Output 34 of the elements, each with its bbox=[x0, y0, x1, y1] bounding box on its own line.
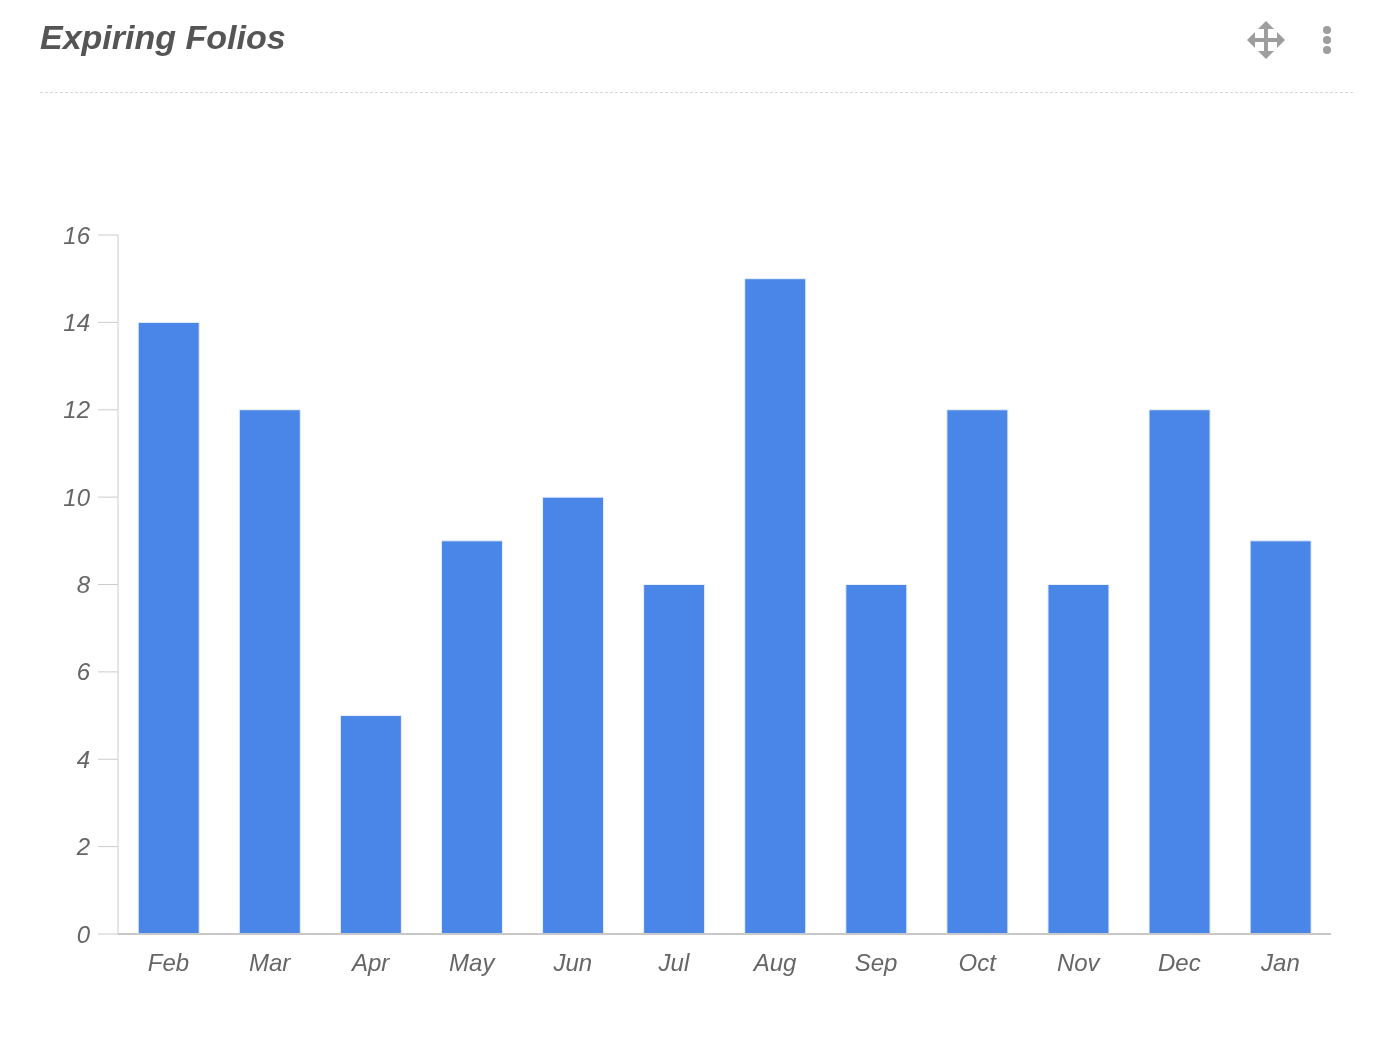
x-tick-label: Nov bbox=[1056, 949, 1102, 977]
x-tick-label: Jul bbox=[657, 949, 690, 977]
y-tick-label: 16 bbox=[63, 221, 91, 249]
bar bbox=[1148, 409, 1211, 934]
y-tick-label: 6 bbox=[76, 658, 91, 686]
chart-title: Expiring Folios bbox=[40, 18, 286, 57]
x-tick-label: Oct bbox=[958, 949, 998, 977]
bar bbox=[440, 540, 503, 934]
bar bbox=[643, 584, 706, 934]
bar bbox=[238, 409, 301, 934]
bar bbox=[744, 278, 807, 934]
y-tick-label: 2 bbox=[75, 833, 90, 861]
x-tick-label: Jun bbox=[552, 949, 593, 977]
x-tick-label: Dec bbox=[1158, 949, 1201, 977]
y-tick-label: 10 bbox=[63, 483, 91, 511]
y-tick-label: 8 bbox=[76, 571, 91, 599]
x-tick-label: Mar bbox=[248, 949, 292, 977]
x-tick-label: Apr bbox=[350, 949, 391, 977]
x-tick-label: Feb bbox=[147, 949, 190, 977]
x-tick-label: May bbox=[449, 949, 497, 977]
bar bbox=[946, 409, 1009, 934]
x-tick-label: Sep bbox=[854, 949, 898, 977]
bar bbox=[339, 715, 402, 934]
x-tick-label: Aug bbox=[751, 949, 798, 977]
bar bbox=[845, 584, 908, 934]
x-tick-label: Jan bbox=[1260, 949, 1300, 977]
bar bbox=[137, 321, 200, 934]
y-tick-label: 14 bbox=[63, 308, 90, 336]
bar bbox=[1249, 540, 1312, 934]
y-tick-label: 4 bbox=[76, 745, 90, 773]
y-tick-label: 12 bbox=[63, 396, 90, 424]
bar bbox=[1047, 584, 1110, 934]
bar bbox=[542, 496, 605, 934]
y-tick-label: 0 bbox=[76, 920, 91, 948]
